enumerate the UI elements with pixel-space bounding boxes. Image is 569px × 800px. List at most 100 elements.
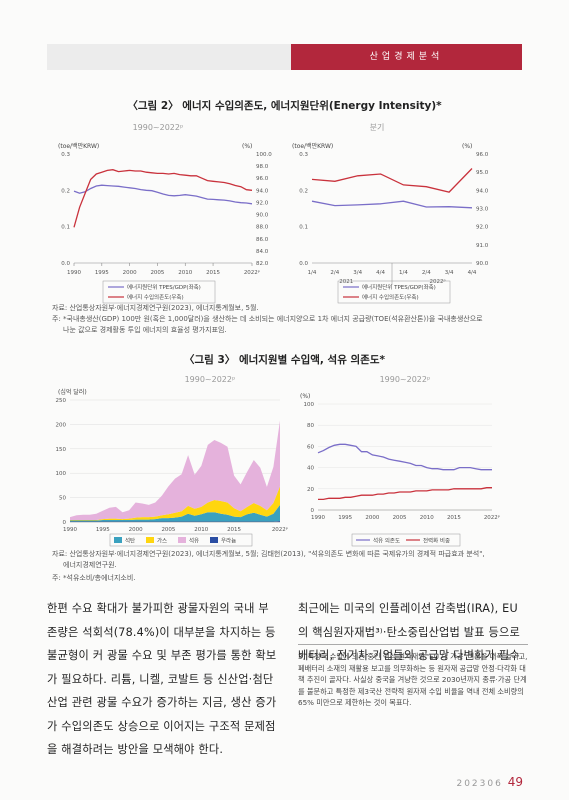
body-left-line: 산업 관련 광물 수요가 증가하는 지금, 생산 증가	[47, 696, 277, 709]
x-tick-label: 4/4	[376, 270, 385, 276]
y-tick-label: 0	[311, 508, 315, 514]
fig2-note: 주: *국내총생산(GDP) 100만 원(혹은 1,000달러)을 생산하는 …	[52, 315, 483, 323]
x-year-label: 2022ᵖ	[430, 279, 447, 285]
x-year-label: 2021	[339, 279, 353, 285]
x-tick-label: 2/4	[422, 270, 431, 276]
x-tick-label: 3/4	[353, 270, 362, 276]
x-tick-label: 2000	[129, 527, 143, 533]
y-right-tick-label: 90.0	[256, 213, 269, 219]
x-tick-label: 2010	[420, 515, 434, 521]
body-right-line: 의 핵심원자재법³⁾·탄소중립산업법 발표 등으로	[298, 625, 521, 639]
fig3-left-ylabel: (십억 달러)	[58, 388, 87, 396]
fig2-right-legend-2: 에너지 수입의존도(우축)	[362, 293, 419, 301]
fig3-left-legend: 석탄 가스 석유 우라늄	[109, 533, 253, 547]
x-tick-label: 2005	[393, 515, 407, 521]
fig3-legend-uranium: 우라늄	[221, 537, 236, 545]
fig2-right-yr-label: (%)	[462, 143, 472, 150]
section-label: 산업경제분석	[291, 44, 522, 70]
y-left-tick-label: 0.0	[299, 261, 308, 267]
x-tick-label: 2/4	[330, 270, 339, 276]
body-left-line: 가 수입의존도 상승으로 이어지는 구조적 문제점	[47, 719, 276, 733]
issue-number: 202306	[456, 779, 503, 789]
body-right-column: 최근에는 미국의 인플레이션 감축법(IRA), EU 의 핵심원자재법³⁾·탄…	[298, 597, 538, 668]
body-right-line: 최근에는 미국의 인플레이션 감축법(IRA), EU	[298, 602, 518, 615]
fig2-left-legend: 에너지원단위 TPES/GDP(좌축) 에너지 수입의존도(우축)	[102, 280, 216, 304]
fig3-left-plot: 0 50 100 150 200 250 1990 1995 2000 2005 2010 2015 2…	[56, 398, 289, 533]
x-tick-label: 2022ᵖ	[484, 515, 501, 521]
fig3-legend-coal: 석탄	[125, 537, 135, 545]
fig2-right-subtitle: 분기	[370, 123, 385, 132]
fig2-right-legend-1: 에너지원단위 TPES/GDP(좌축)	[362, 283, 436, 291]
y-left-tick-label: 0.1	[299, 225, 308, 231]
fig3-source-cont: 에너지경제연구원.	[63, 561, 117, 569]
fig3-right-ylabel: (%)	[300, 393, 310, 400]
x-tick-label: 2005	[161, 527, 175, 533]
x-tick-label: 1990	[311, 515, 325, 521]
y-right-tick-label: 92.0	[476, 225, 489, 231]
y-right-tick-label: 88.0	[256, 225, 269, 231]
area-series	[70, 486, 280, 521]
fig3-legend-gas: 가스	[157, 537, 167, 545]
x-tick-label: 2015	[206, 270, 220, 276]
x-tick-label: 1990	[67, 270, 81, 276]
fig3-right-legend: 석유 의존도 전력화 비중	[351, 533, 461, 547]
y-tick-label: 200	[56, 422, 67, 428]
x-tick-label: 2000	[365, 515, 379, 521]
fig2-right-yl-label: (toe/백만KRW)	[292, 142, 333, 150]
figure-2-title: 〈그림 2〉 에너지 수입의존도, 에너지원단위(Energy Intensit…	[127, 100, 442, 112]
header-bar	[47, 44, 291, 70]
x-tick-label: 2015	[447, 515, 461, 521]
x-tick-label: 1/4	[308, 270, 317, 276]
footnote: 3) 특정국 수입에 의존 중인 핵심 원자재의 'EU 내 가공' 비중을 대…	[298, 644, 528, 709]
fig2-left-plot: 0.0 0.1 0.2 0.3 82.0 84.0 86.0 88.0 90.0 92.0 94.0…	[61, 152, 272, 276]
body-left-column: 한편 수요 확대가 불가피한 광물자원의 국내 부 존량은 석회석(78.4%)…	[47, 597, 287, 762]
y-right-tick-label: 84.0	[256, 249, 269, 255]
y-right-tick-label: 92.0	[256, 200, 269, 206]
y-right-tick-label: 95.0	[476, 170, 489, 176]
area-series	[70, 420, 280, 520]
x-tick-label: 2005	[150, 270, 164, 276]
body-left-line: 불균형이 커 광물 수요 및 부존 평가를 통한 확보	[47, 649, 277, 662]
series-line	[311, 168, 473, 193]
x-tick-label: 2010	[194, 527, 208, 533]
y-right-tick-label: 86.0	[256, 237, 269, 243]
body-right-line: 배터리, 전기차 기업들의 공급망 다변화가 필수	[298, 649, 520, 662]
y-right-tick-label: 94.0	[256, 188, 269, 194]
x-tick-label: 2022ᵖ	[272, 527, 289, 533]
y-right-tick-label: 90.0	[476, 261, 489, 267]
figure-2-charts: 1990~2022ᵖ (toe/백만KRW) (%) 0.0 0.1 0.2 0.3 8…	[58, 123, 489, 304]
y-right-tick-label: 94.0	[476, 188, 489, 194]
body-left-line: 존량은 석회석(78.4%)이 대부분을 차지하는 등	[47, 625, 276, 639]
y-left-tick-label: 0.0	[61, 261, 70, 267]
x-tick-label: 2000	[123, 270, 137, 276]
y-left-tick-label: 0.3	[61, 152, 70, 158]
fig2-left-legend-2: 에너지 수입의존도(우축)	[127, 293, 184, 301]
fig2-right-legend: 에너지원단위 TPES/GDP(좌축) 에너지 수입의존도(우축)	[337, 280, 451, 304]
fig3-note: 주: *석유소비/총에너지소비.	[52, 574, 136, 582]
x-tick-label: 1990	[63, 527, 77, 533]
series-line	[311, 200, 473, 209]
x-tick-label: 2010	[178, 270, 192, 276]
y-tick-label: 250	[56, 398, 67, 404]
area-series	[70, 504, 280, 522]
fig2-note-cont: 나눈 값으로 경제활동 투입 에너지의 효율성 평가지표임.	[63, 326, 227, 334]
fig2-right-plot: 0.0 0.1 0.2 0.3 90.0 91.0 92.0 93.0 94.0 95.0 96.0…	[299, 152, 489, 285]
fig2-source: 자료: 산업통상자원부·에너지경제연구원(2023), 에너지통계월보, 5월.	[52, 304, 259, 312]
y-right-tick-label: 98.0	[256, 164, 269, 170]
y-tick-label: 0	[63, 520, 67, 526]
y-right-tick-label: 82.0	[256, 261, 269, 267]
y-tick-label: 50	[59, 496, 66, 502]
fig3-legend-oil: 석유	[189, 537, 199, 545]
figure-3-title: 〈그림 3〉 에너지원별 수입액, 석유 의존도*	[184, 354, 385, 366]
y-left-tick-label: 0.2	[299, 188, 308, 194]
y-right-tick-label: 100.0	[256, 152, 272, 158]
y-tick-label: 20	[307, 487, 314, 493]
x-tick-label: 4/4	[468, 270, 477, 276]
fig3-legend-electrification: 전력화 비중	[423, 537, 450, 545]
body-left-line: 을 해결하려는 방안을 모색해야 한다.	[47, 743, 224, 756]
page-number-value: 49	[507, 775, 523, 789]
page-number: 202306 49	[456, 775, 523, 789]
series-line	[73, 184, 253, 205]
series-line	[73, 169, 253, 228]
